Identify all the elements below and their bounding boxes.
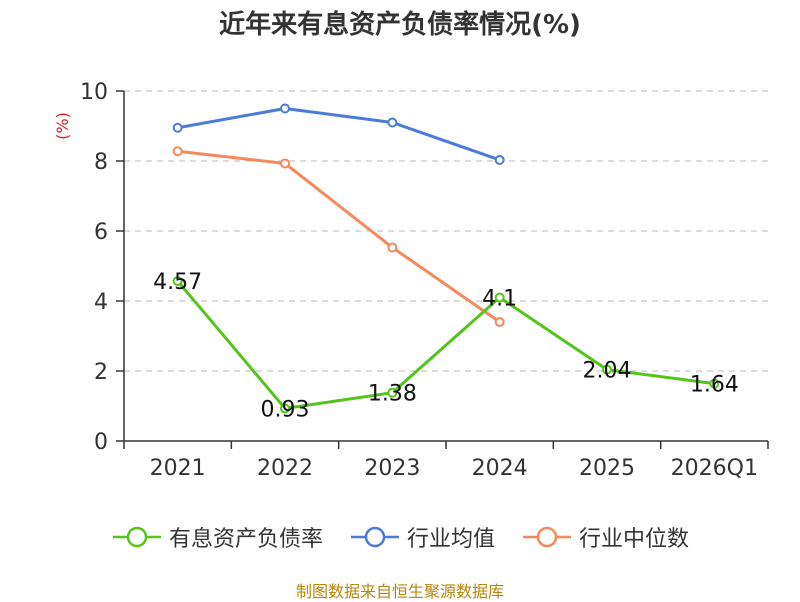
- data-label-3: 4.1: [482, 287, 517, 312]
- x-tick-label-3: 2024: [472, 456, 528, 481]
- y-tick-label-5: 10: [80, 80, 108, 105]
- series-line-0: [176, 280, 715, 410]
- series-2-point-2[interactable]: [387, 242, 398, 253]
- series-1-point-1[interactable]: [280, 103, 290, 114]
- x-tick-label-2: 2023: [364, 456, 420, 481]
- legend-item-series-1[interactable]: 行业均值: [349, 521, 495, 553]
- y-tick-label-2: 4: [94, 290, 108, 315]
- legend: 有息资产负债率 行业均值 行业中位数: [0, 519, 800, 555]
- y-tick-label-0: 0: [94, 430, 108, 455]
- x-tick-label-0: 2021: [150, 456, 206, 481]
- data-label-5: 1.64: [690, 373, 739, 398]
- series-0-point-2[interactable]: [387, 387, 398, 398]
- data-label-4: 2.04: [583, 359, 632, 384]
- series-1-point-2[interactable]: [387, 117, 398, 128]
- legend-marker-series-2: [523, 526, 571, 548]
- chart-title: 近年来有息资产负债率情况(%): [219, 10, 581, 40]
- series-2-point-3[interactable]: [494, 317, 505, 327]
- y-tick-label-1: 2: [94, 360, 108, 385]
- series-2-point-1[interactable]: [280, 158, 290, 169]
- data-label-0: 4.57: [153, 270, 202, 295]
- legend-label-series-2: 行业中位数: [579, 527, 690, 552]
- series-line-1: [177, 107, 501, 162]
- series-0-point-5[interactable]: [709, 378, 720, 389]
- series-0-point-4[interactable]: [602, 364, 612, 375]
- legend-label-series-0: 有息资产负债率: [168, 527, 323, 552]
- y-axis-label: (%): [53, 112, 72, 140]
- y-tick-label-4: 8: [94, 150, 108, 175]
- x-tick-label-1: 2022: [257, 456, 313, 481]
- data-label-1: 0.93: [261, 397, 310, 422]
- y-tick-label-3: 6: [94, 220, 108, 245]
- series-1-point-0[interactable]: [172, 122, 183, 133]
- series-0-point-1[interactable]: [280, 403, 290, 414]
- legend-label-series-1: 行业均值: [406, 527, 495, 552]
- x-tick-label-4: 2025: [579, 456, 635, 481]
- legend-item-series-2[interactable]: 行业中位数: [521, 521, 689, 553]
- series-1-point-3[interactable]: [494, 154, 505, 165]
- series-2-point-0[interactable]: [172, 146, 183, 157]
- legend-marker-series-0: [112, 526, 161, 548]
- series-line-2: [177, 149, 501, 324]
- legend-item-series-0[interactable]: 有息资产负债率: [111, 521, 323, 553]
- x-tick-label-5: 2026Q1: [671, 456, 758, 481]
- series-0-point-3[interactable]: [494, 292, 505, 303]
- source-note: 制图数据来自恒生聚源数据库: [295, 582, 504, 601]
- series-0-point-0[interactable]: [172, 276, 183, 287]
- legend-marker-series-1: [350, 526, 399, 548]
- data-label-2: 1.38: [368, 382, 417, 407]
